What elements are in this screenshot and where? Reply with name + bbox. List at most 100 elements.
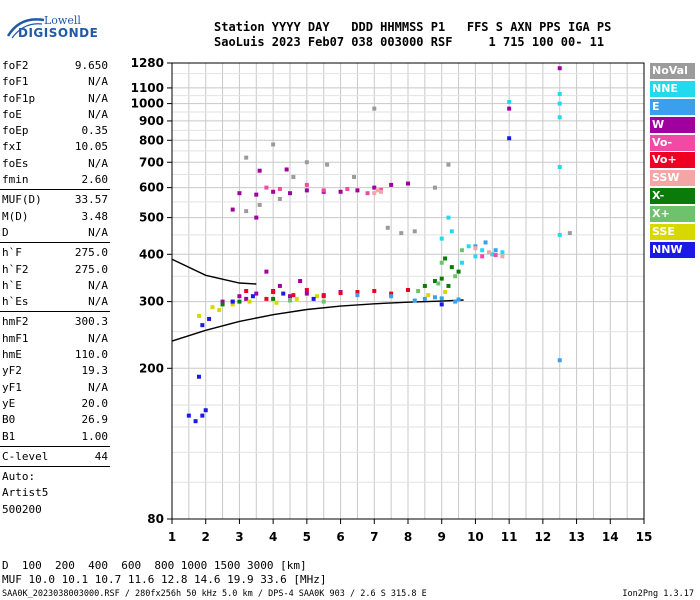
echo-point [217,308,222,313]
echo-point [203,408,208,413]
trace-curve [171,258,257,285]
param-key: h`F [2,246,22,260]
param-separator [0,242,110,244]
echo-point [389,294,394,299]
header-line-1: Station YYYY DAY DDD HHMMSS P1 FFS S AXN… [214,20,612,34]
param-key: h`E [2,278,22,292]
legend-item: NNW [650,241,695,258]
param-row: foF2 9.650 [0,57,110,73]
echo-point [490,252,495,257]
echo-point [264,296,269,301]
echo-point [254,291,259,296]
echo-point [271,189,276,194]
echo-point [473,254,478,259]
param-row: C-level 44 [0,448,110,464]
param-key: foE [2,107,22,121]
x-tick-label: 7 [370,530,378,544]
echo-point [567,231,572,236]
param-key: yE [2,396,16,410]
echo-point [288,298,292,303]
param-value: 110.0 [74,348,108,362]
param-key: D [2,225,9,239]
echo-point [453,299,458,304]
echo-point [426,293,431,298]
echo-point [257,202,262,207]
echo-point [274,300,279,305]
echo-point [507,136,512,141]
x-tick-label: 9 [438,530,446,544]
echo-point [439,260,444,265]
echo-point [237,294,242,299]
echo-point [220,299,225,304]
param-row: D N/A [0,224,110,240]
echo-point [257,168,262,173]
x-tick-label: 10 [467,530,484,544]
software-version: Ion2Png 1.3.17 [622,589,694,599]
x-tick-label: 8 [404,530,412,544]
param-value: N/A [88,331,108,345]
param-key: C-level [2,449,49,463]
echo-point [365,191,370,196]
echo-point [459,260,464,265]
echo-point [321,294,326,299]
echo-point [264,269,269,274]
param-key: hmE [2,348,22,362]
echo-point [237,191,242,196]
param-row: MUF(D) 33.57 [0,191,110,207]
echo-point [436,281,441,286]
echo-point [186,413,191,418]
legend-item: Vo+ [650,152,695,169]
echo-point [375,188,380,193]
echo-point [557,165,562,170]
y-tick-label: 200 [139,361,164,375]
param-row: foEp 0.35 [0,122,110,138]
param-key: MUF(D) [2,193,42,207]
param-row: M(D) 3.48 [0,208,110,224]
echo-point [446,283,451,288]
param-value: N/A [88,107,108,121]
echo-point [389,182,394,187]
param-value: 1.00 [81,429,109,443]
legend-item: SSE [650,224,695,241]
echo-point [288,294,292,299]
param-row: fxI 10.05 [0,138,110,154]
muf-label: MUF [2,573,22,586]
echo-point [237,299,242,304]
param-value: 3.48 [81,209,109,223]
echo-point [439,236,444,241]
echo-point [446,215,451,220]
echo-point [294,296,299,301]
echo-point [304,188,309,193]
echo-point [557,66,562,71]
echo-point [557,92,562,97]
param-key: B0 [2,413,16,427]
echo-point [432,185,437,190]
param-key: h`Es [2,295,29,309]
param-value: 19.3 [81,364,109,378]
x-tick-label: 11 [501,530,518,544]
x-tick-label: 3 [235,530,243,544]
param-key: foF1p [2,91,36,105]
x-tick-label: 13 [568,530,585,544]
echo-point [422,283,427,288]
param-row: B1 1.00 [0,428,110,444]
param-value: N/A [88,91,108,105]
echo-point [459,248,464,253]
param-row: hmE 110.0 [0,346,110,362]
param-row: yF1 N/A [0,379,110,395]
echo-point [244,296,249,301]
param-value: 44 [94,449,108,463]
echo-point [372,289,377,293]
echo-point [207,316,212,321]
echo-point [304,160,309,165]
echo-point [473,246,478,251]
distance-row: D 100 200 400 600 800 1000 1500 3000 [km… [2,559,307,572]
param-row: B0 26.9 [0,411,110,427]
echo-point [446,162,451,167]
param-key: foF2 [2,59,29,72]
y-tick-label: 80 [147,512,164,526]
echo-point [230,299,235,304]
echo-point [507,106,512,111]
param-separator [0,311,110,313]
auto-scaling-info: Auto: [0,468,110,484]
